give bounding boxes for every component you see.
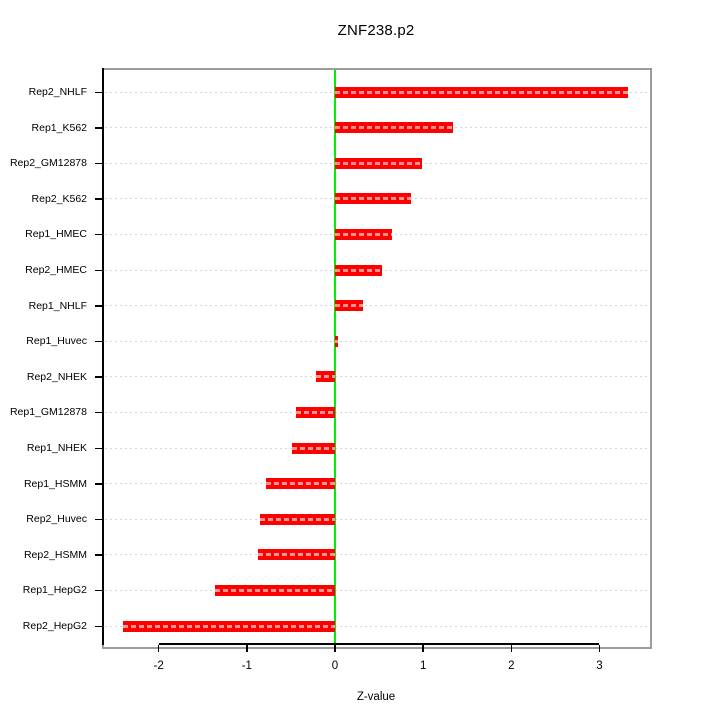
- gridline: [105, 305, 647, 307]
- bar-inner-dash: [291, 446, 335, 450]
- x-tick-label: 3: [596, 660, 603, 672]
- x-tick: [510, 645, 513, 652]
- gridline: [105, 483, 647, 485]
- bar: [316, 371, 335, 383]
- x-tick-label: 1: [419, 660, 427, 672]
- y-tick-label: Rep2_NHEK: [26, 370, 87, 383]
- y-tick-label: Rep1_NHLF: [28, 299, 87, 312]
- bar: [335, 86, 628, 98]
- y-tick: [95, 91, 102, 93]
- bar-inner-dash: [260, 517, 335, 521]
- bar: [335, 228, 393, 240]
- bar-inner-dash: [296, 410, 335, 414]
- y-tick-label: Rep2_Huvec: [26, 513, 87, 526]
- y-tick-label: Rep1_NHEK: [26, 442, 87, 454]
- chart-title: ZNF238.p2: [337, 22, 415, 39]
- x-tick: [598, 645, 601, 652]
- x-tick: [334, 645, 336, 652]
- y-tick-label: Rep1_K562: [31, 121, 87, 134]
- gridline: [105, 625, 647, 627]
- bar-inner-dash: [335, 232, 393, 236]
- y-tick: [95, 447, 102, 449]
- y-tick: [95, 269, 102, 271]
- bar: [335, 335, 338, 347]
- x-tick: [422, 645, 424, 652]
- y-tick-label: Rep2_NHLF: [28, 86, 87, 98]
- x-axis-label: Z-value: [356, 691, 396, 703]
- bar-inner-dash: [123, 624, 335, 628]
- y-tick-label: Rep1_HMEC: [25, 228, 87, 241]
- bar: [335, 300, 364, 312]
- bar: [258, 549, 335, 561]
- bar: [335, 122, 454, 134]
- y-tick: [95, 127, 102, 129]
- zero-line: [334, 70, 336, 645]
- y-tick: [95, 233, 102, 236]
- bar-inner-dash: [335, 304, 364, 308]
- gridline: [105, 376, 647, 378]
- y-tick: [95, 305, 102, 307]
- y-tick: [95, 554, 102, 556]
- bar-inner-dash: [316, 375, 335, 379]
- bar: [335, 193, 411, 205]
- bar-inner-dash: [335, 339, 338, 343]
- x-tick: [157, 645, 160, 652]
- bar: [291, 442, 335, 454]
- y-tick: [95, 625, 102, 627]
- gridline: [105, 518, 647, 520]
- y-tick-label: Rep1_HSMM: [23, 477, 87, 490]
- y-tick-label: Rep1_HepG2: [22, 584, 87, 597]
- y-tick: [95, 589, 102, 592]
- x-tick: [246, 645, 248, 652]
- bar-inner-dash: [335, 197, 411, 201]
- x-tick-label: 0: [331, 660, 339, 672]
- y-tick-label: Rep2_HepG2: [22, 620, 87, 632]
- y-tick: [95, 518, 102, 521]
- gridline: [105, 447, 647, 449]
- y-tick: [95, 340, 102, 343]
- bar-inner-dash: [335, 90, 628, 94]
- bar: [123, 620, 335, 632]
- y-tick: [95, 411, 102, 414]
- bar-inner-dash: [215, 588, 335, 592]
- bar: [266, 478, 335, 490]
- y-axis-line: [102, 68, 104, 645]
- y-tick: [95, 483, 102, 485]
- y-tick-label: Rep2_K562: [31, 192, 87, 205]
- x-tick-label: 2: [508, 660, 515, 672]
- gridline: [105, 554, 647, 556]
- y-tick: [95, 198, 102, 200]
- gridline: [105, 340, 647, 342]
- y-tick-label: Rep1_Huvec: [26, 335, 87, 348]
- gridline: [105, 411, 647, 413]
- bar-inner-dash: [258, 553, 335, 557]
- bar-inner-dash: [335, 161, 423, 165]
- bar: [215, 584, 335, 596]
- bar: [335, 157, 423, 169]
- plot-box-border: [102, 68, 652, 649]
- x-tick-label: -2: [153, 660, 164, 672]
- x-axis-line: [158, 643, 600, 645]
- y-tick: [95, 376, 102, 378]
- bar: [296, 406, 335, 418]
- x-tick-label: -1: [241, 660, 252, 672]
- y-tick-label: Rep2_GM12878: [9, 157, 87, 170]
- bar-inner-dash: [335, 268, 382, 272]
- gridline: [105, 589, 647, 591]
- y-tick: [95, 162, 102, 165]
- bar: [335, 264, 382, 276]
- bar: [260, 513, 335, 525]
- y-tick-label: Rep1_GM12878: [9, 406, 87, 419]
- y-tick-label: Rep2_HSMM: [23, 548, 87, 561]
- bar-inner-dash: [266, 482, 335, 486]
- bar-inner-dash: [335, 126, 454, 130]
- y-tick-label: Rep2_HMEC: [25, 264, 87, 276]
